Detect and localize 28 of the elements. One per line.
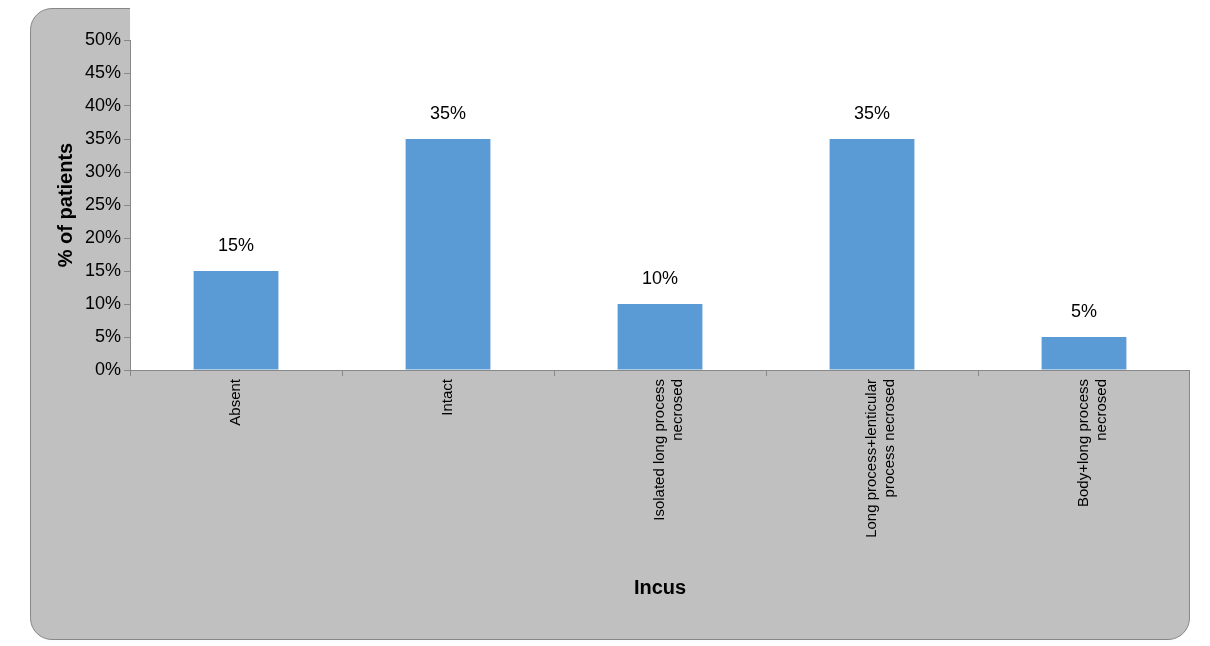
y-tick-label: 35% <box>85 127 122 148</box>
y-tick-label: 30% <box>85 160 122 181</box>
data-label: 15% <box>218 234 255 255</box>
y-tick-label: 20% <box>85 226 122 247</box>
y-axis-title: % of patients <box>53 142 76 268</box>
data-label: 35% <box>430 102 467 123</box>
x-tick-label: Body+long process necrosed <box>1074 379 1110 507</box>
data-label: 35% <box>853 102 891 123</box>
y-tick-label: 40% <box>85 94 122 115</box>
bar <box>193 271 279 370</box>
bar <box>1041 337 1127 370</box>
data-label: 5% <box>1070 300 1098 321</box>
x-tick-label: Isolated long process necrosed <box>650 379 686 521</box>
y-tick-label: 0% <box>95 358 122 379</box>
y-tick-label: 50% <box>85 28 122 49</box>
y-tick-label: 10% <box>85 292 122 313</box>
y-tick-label: 45% <box>85 61 122 82</box>
x-tick-label: Absent <box>226 378 244 426</box>
x-tick-label: Intact <box>438 378 456 416</box>
x-axis-title: Incus <box>633 575 687 598</box>
bar <box>405 139 491 370</box>
y-tick-label: 25% <box>85 193 122 214</box>
x-tick-label: Long process+lenticular process necrosed <box>862 379 898 538</box>
bar <box>829 139 915 370</box>
y-tick-label: 5% <box>95 325 122 346</box>
data-label: 10% <box>642 267 679 288</box>
bar <box>617 304 703 370</box>
y-tick-label: 15% <box>85 259 122 280</box>
